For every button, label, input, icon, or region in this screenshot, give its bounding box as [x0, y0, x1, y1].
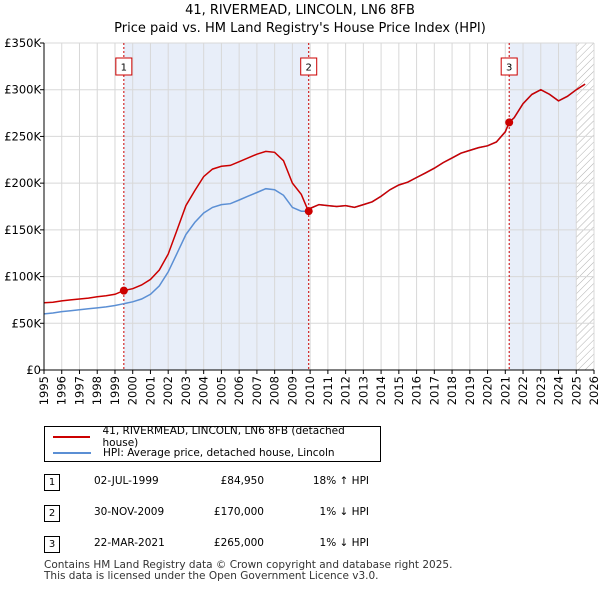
legend-item-hpi: HPI: Average price, detached house, Linc…	[53, 445, 335, 461]
price-chart: 41, RIVERMEAD, LINCOLN, LN6 8FB Price pa…	[4, 3, 600, 405]
x-tick-label: 2005	[214, 376, 228, 405]
x-tick-label: 2002	[161, 376, 175, 405]
legend-swatch-property	[53, 436, 91, 438]
x-tick-label: 2017	[427, 376, 441, 405]
table-row: 1 02-JUL-1999 £84,950 18% ↑ HPI	[44, 472, 444, 492]
y-tick-label: £150K	[4, 223, 41, 237]
y-tick-label: £300K	[4, 83, 41, 97]
transaction-label-3: 3	[506, 63, 512, 74]
legend: 41, RIVERMEAD, LINCOLN, LN6 8FB (detache…	[44, 425, 381, 462]
transaction-label-1: 1	[121, 63, 127, 74]
transaction-price: £84,950	[220, 475, 264, 487]
x-tick-label: 2012	[339, 376, 353, 405]
y-tick-label: £50K	[12, 316, 42, 330]
transaction-point-1	[119, 286, 128, 295]
transaction-date: 22-MAR-2021	[94, 537, 165, 549]
transaction-hpi-diff: 1% ↓ HPI	[319, 506, 369, 518]
transaction-date: 30-NOV-2009	[94, 506, 165, 518]
x-tick-label: 2011	[321, 376, 335, 405]
footer-copyright: Contains HM Land Registry data © Crown c…	[44, 559, 453, 571]
transaction-hpi-diff: 1% ↓ HPI	[319, 537, 369, 549]
transaction-hpi-diff: 18% ↑ HPI	[312, 475, 369, 487]
x-tick-label: 2000	[126, 376, 140, 405]
x-tick-label: 2015	[392, 376, 406, 405]
x-tick-label: 2001	[143, 376, 157, 405]
x-tick-label: 2007	[250, 376, 264, 405]
x-tick-label: 2008	[268, 376, 282, 405]
transaction-number-box: 2	[44, 505, 60, 522]
transaction-point-2	[304, 207, 313, 216]
x-tick-label: 2009	[285, 376, 299, 405]
x-tick-label: 1998	[90, 376, 104, 405]
x-tick-label: 2024	[552, 376, 566, 405]
table-row: 3 22-MAR-2021 £265,000 1% ↓ HPI	[44, 534, 444, 554]
transaction-label-box-1	[115, 57, 133, 76]
x-tick-label: 2023	[534, 376, 548, 405]
x-tick-label: 2026	[587, 376, 600, 405]
transaction-label-box-3	[500, 57, 518, 76]
transaction-label-box-2	[300, 57, 318, 76]
transaction-number-box: 1	[44, 474, 60, 491]
x-tick-label: 2022	[516, 376, 530, 405]
x-tick-label: 2010	[303, 376, 317, 405]
x-tick-label: 2021	[498, 376, 512, 405]
legend-item-property: 41, RIVERMEAD, LINCOLN, LN6 8FB (detache…	[53, 425, 380, 449]
x-tick-label: 2025	[569, 376, 583, 405]
legend-label-property: 41, RIVERMEAD, LINCOLN, LN6 8FB (detache…	[102, 425, 345, 449]
property-price-line	[43, 83, 586, 304]
transaction-point-3	[505, 118, 514, 127]
x-tick-label: 1999	[108, 376, 122, 405]
y-tick-label: £250K	[4, 129, 41, 143]
x-tick-label: 2004	[197, 376, 211, 405]
x-tick-label: 2019	[463, 376, 477, 405]
shaded-range-2	[509, 43, 577, 370]
forecast-hatch-region	[576, 43, 594, 370]
y-tick-label: £200K	[4, 176, 41, 190]
y-tick-label: £0	[26, 363, 41, 377]
x-tick-label: 2016	[410, 376, 424, 405]
x-tick-label: 2020	[481, 376, 495, 405]
x-tick-label: 2006	[232, 376, 246, 405]
y-tick-label: £350K	[4, 36, 41, 50]
chart-title: 41, RIVERMEAD, LINCOLN, LN6 8FB	[185, 3, 415, 18]
x-tick-label: 1997	[72, 376, 86, 405]
x-tick-label: 2003	[179, 376, 193, 405]
transaction-date: 02-JUL-1999	[94, 475, 159, 487]
x-tick-label: 2018	[445, 376, 459, 405]
transaction-price: £265,000	[213, 537, 264, 549]
x-tick-label: 1996	[55, 376, 69, 405]
legend-swatch-hpi	[53, 452, 91, 454]
transaction-price: £170,000	[213, 506, 264, 518]
x-tick-label: 2013	[356, 376, 370, 405]
table-row: 2 30-NOV-2009 £170,000 1% ↓ HPI	[44, 503, 444, 523]
transaction-number-box: 3	[44, 536, 60, 553]
transaction-label-2: 2	[306, 63, 312, 74]
footer-licence: This data is licensed under the Open Gov…	[44, 570, 379, 582]
x-tick-label: 1995	[37, 376, 51, 405]
legend-label-hpi: HPI: Average price, detached house, Linc…	[103, 447, 335, 459]
chart-subtitle: Price paid vs. HM Land Registry's House …	[114, 21, 486, 36]
y-tick-label: £100K	[4, 270, 41, 284]
footer: Contains HM Land Registry data © Crown c…	[44, 560, 452, 582]
x-tick-label: 2014	[374, 376, 388, 405]
